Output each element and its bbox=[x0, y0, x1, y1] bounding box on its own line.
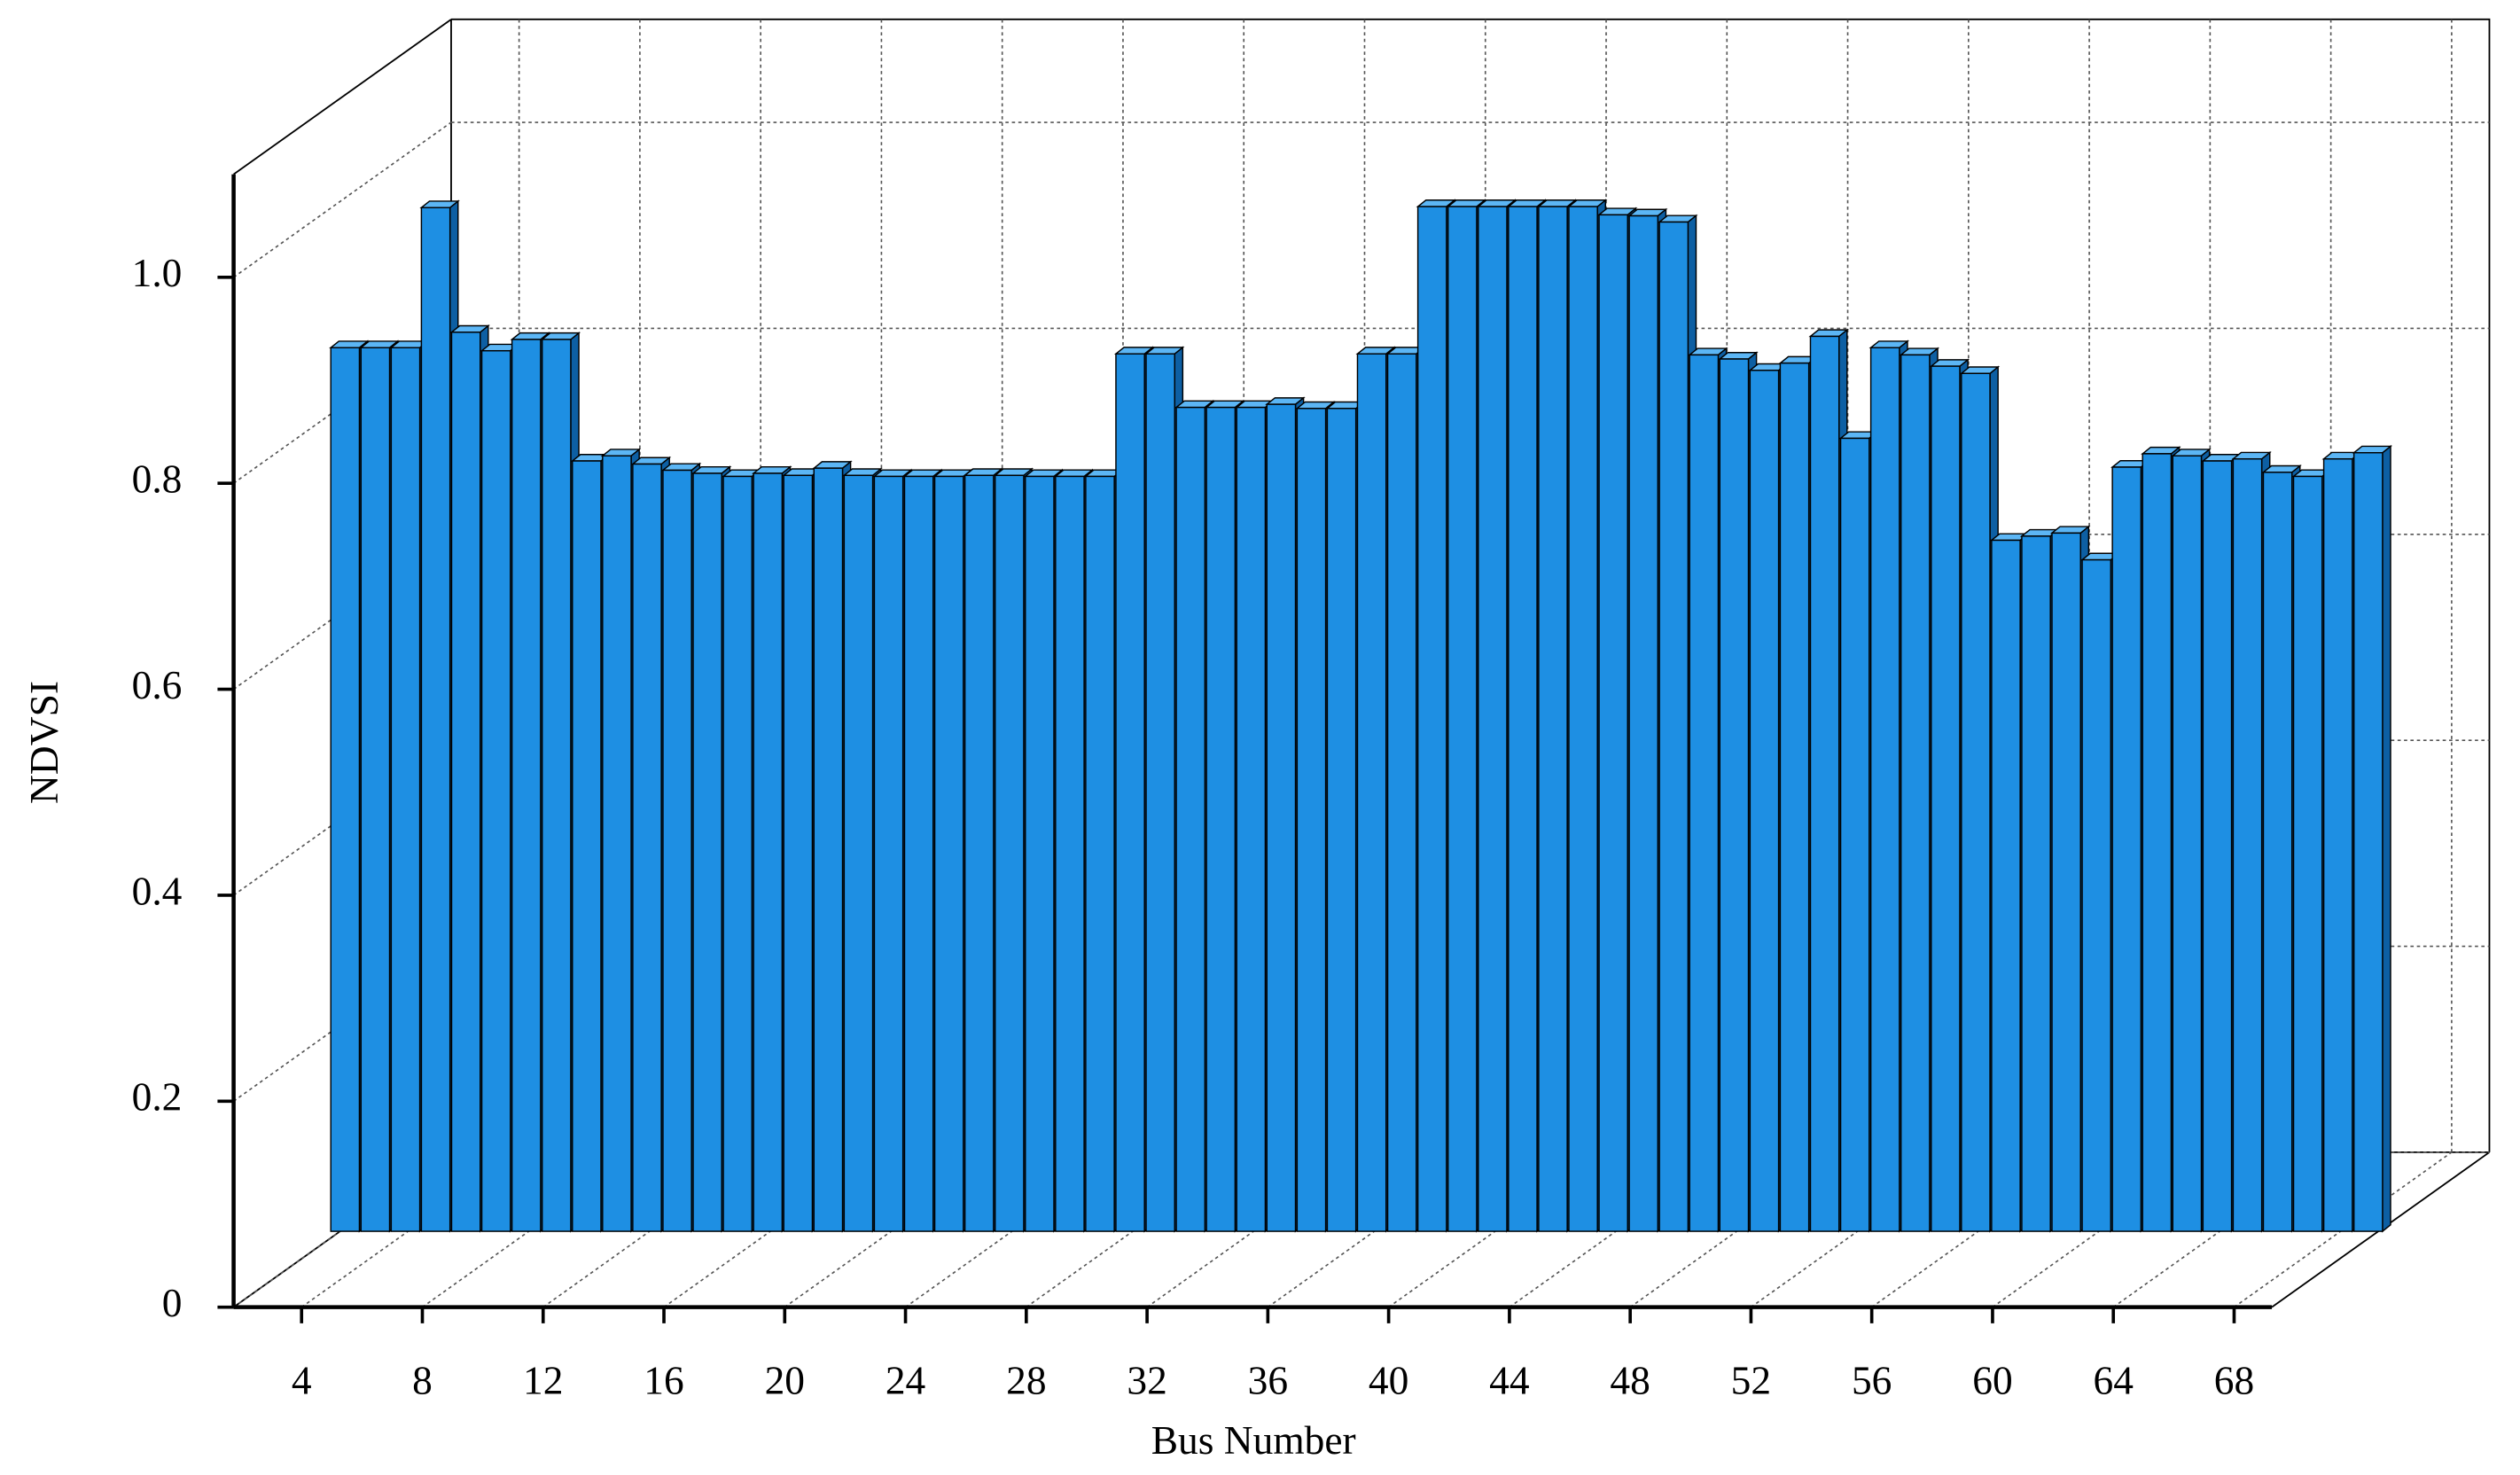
bar bbox=[330, 347, 361, 1232]
bar bbox=[903, 475, 934, 1232]
bar bbox=[390, 347, 421, 1232]
bar bbox=[511, 339, 542, 1232]
bar bbox=[1538, 206, 1568, 1232]
bar bbox=[933, 475, 964, 1232]
bar bbox=[2322, 457, 2353, 1232]
bar bbox=[2202, 460, 2233, 1232]
bar bbox=[813, 467, 844, 1232]
bar bbox=[1055, 475, 1085, 1232]
bar bbox=[1991, 539, 2021, 1232]
y-tick-label: 0.8 bbox=[132, 457, 183, 502]
bar bbox=[1839, 437, 1870, 1232]
x-tick-label: 40 bbox=[1369, 1357, 1408, 1402]
bar bbox=[2142, 453, 2173, 1232]
bar bbox=[662, 469, 692, 1232]
bar bbox=[2232, 457, 2263, 1232]
x-tick-label: 60 bbox=[1972, 1357, 2012, 1402]
bar bbox=[1779, 362, 1810, 1232]
bar bbox=[1296, 408, 1327, 1232]
bar bbox=[420, 207, 451, 1232]
bar bbox=[1326, 408, 1357, 1232]
x-tick-label: 8 bbox=[412, 1357, 433, 1402]
bar bbox=[480, 349, 511, 1232]
bar bbox=[1809, 335, 1840, 1232]
bar-side bbox=[2382, 444, 2391, 1233]
bar bbox=[1416, 206, 1447, 1232]
bar bbox=[1025, 475, 1055, 1232]
bar bbox=[994, 474, 1025, 1232]
bar bbox=[1658, 221, 1689, 1232]
bar bbox=[783, 474, 814, 1232]
x-axis-title: Bus Number bbox=[1151, 1417, 1356, 1463]
y-tick-label: 0 bbox=[162, 1280, 183, 1325]
bar bbox=[2081, 558, 2112, 1232]
bar bbox=[1478, 206, 1508, 1232]
bar bbox=[1266, 403, 1297, 1232]
bar bbox=[873, 475, 904, 1232]
y-tick-label: 1.0 bbox=[132, 250, 183, 295]
bar bbox=[1085, 475, 1115, 1232]
bar bbox=[602, 455, 632, 1232]
bar bbox=[1931, 365, 1961, 1232]
back-wall bbox=[450, 18, 2491, 1152]
y-axis-title: NDVSI bbox=[21, 681, 66, 804]
bar bbox=[450, 332, 481, 1232]
x-tick-label: 12 bbox=[523, 1357, 563, 1402]
bar bbox=[360, 347, 391, 1232]
bar bbox=[572, 460, 602, 1232]
x-tick-label: 4 bbox=[292, 1357, 312, 1402]
bar bbox=[2051, 532, 2081, 1232]
bar bbox=[2172, 455, 2203, 1232]
bar bbox=[1689, 354, 1720, 1232]
y-tick-label: 0.2 bbox=[132, 1074, 183, 1120]
bar bbox=[1205, 406, 1237, 1232]
x-tick-label: 68 bbox=[2214, 1357, 2254, 1402]
bar bbox=[1236, 406, 1267, 1232]
x-tick-label: 16 bbox=[644, 1357, 683, 1402]
bar bbox=[1115, 353, 1145, 1232]
bar bbox=[2262, 472, 2293, 1232]
bar bbox=[1508, 206, 1538, 1232]
bar bbox=[722, 475, 753, 1232]
x-tick-label: 20 bbox=[765, 1357, 805, 1402]
bar bbox=[1628, 215, 1659, 1232]
bar bbox=[1719, 358, 1750, 1232]
bar bbox=[1869, 347, 1900, 1232]
bar bbox=[1175, 406, 1206, 1232]
bar bbox=[1145, 353, 1175, 1232]
bar bbox=[1386, 353, 1417, 1232]
bar bbox=[2021, 535, 2051, 1232]
bar bbox=[1356, 353, 1387, 1232]
bar bbox=[2111, 466, 2142, 1232]
x-tick-label: 28 bbox=[1006, 1357, 1046, 1402]
bar bbox=[2352, 452, 2383, 1232]
x-tick-label: 52 bbox=[1731, 1357, 1771, 1402]
bar bbox=[2292, 475, 2323, 1232]
bar bbox=[1447, 206, 1478, 1232]
bar bbox=[1900, 354, 1931, 1232]
bar bbox=[692, 472, 722, 1232]
bar bbox=[632, 463, 662, 1232]
bar bbox=[541, 339, 572, 1232]
bar bbox=[1568, 206, 1598, 1232]
y-tick-label: 0.6 bbox=[132, 662, 183, 707]
bar bbox=[843, 474, 874, 1232]
wall-edge bbox=[233, 19, 452, 176]
x-tick-label: 32 bbox=[1127, 1357, 1166, 1402]
x-tick-label: 64 bbox=[2093, 1357, 2134, 1402]
x-tick-label: 56 bbox=[1852, 1357, 1892, 1402]
x-tick-label: 44 bbox=[1489, 1357, 1530, 1402]
x-tick-label: 48 bbox=[1610, 1357, 1650, 1402]
bar bbox=[1749, 370, 1780, 1232]
bar bbox=[964, 474, 995, 1232]
x-tick-label: 24 bbox=[886, 1357, 926, 1402]
bar bbox=[1598, 214, 1628, 1232]
y-tick-label: 0.4 bbox=[132, 868, 183, 913]
bar bbox=[1961, 372, 1991, 1232]
bar bbox=[753, 472, 784, 1232]
x-tick-label: 36 bbox=[1248, 1357, 1288, 1402]
